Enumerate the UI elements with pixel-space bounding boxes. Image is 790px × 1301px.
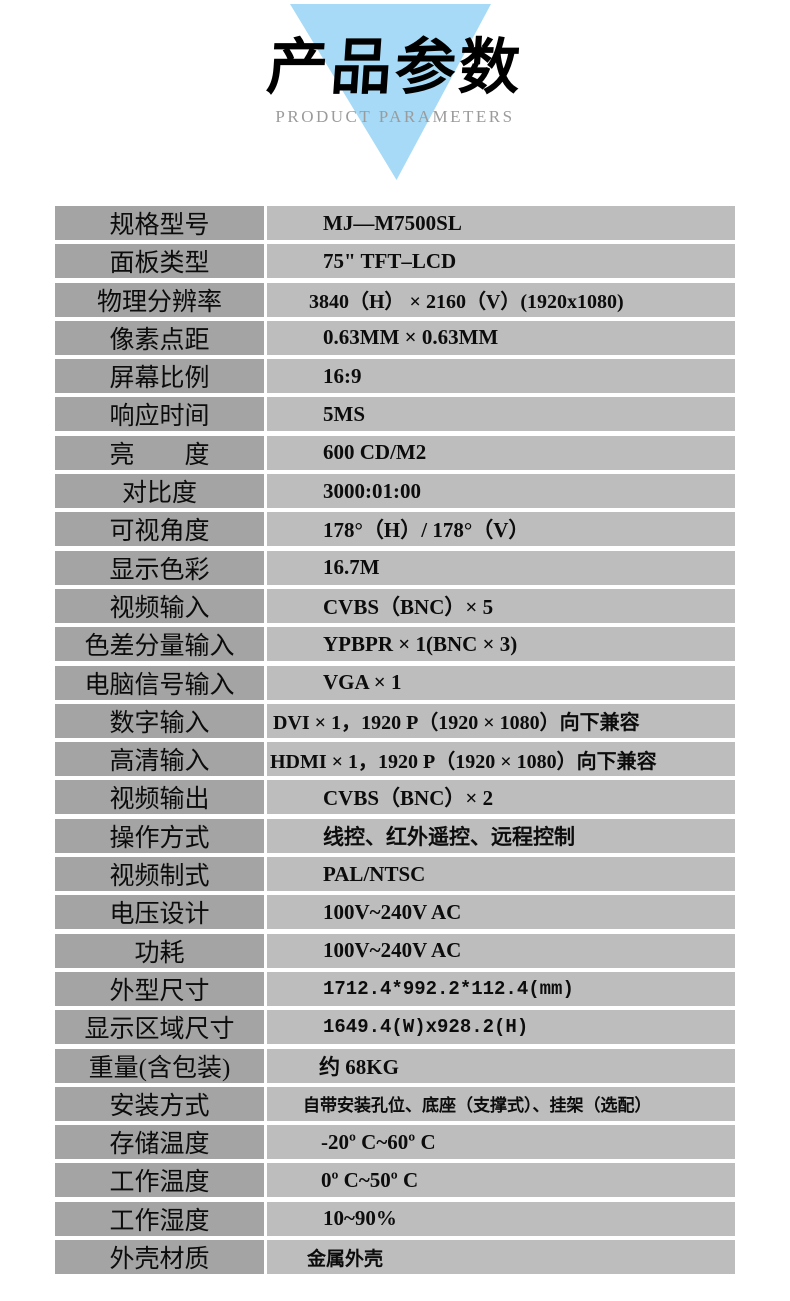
spec-value: 16.7M [267, 550, 735, 585]
table-row: 存储温度 -20º C~60º C [55, 1125, 735, 1160]
table-row: 可视角度 178°（H）/ 178°（V） [55, 512, 735, 547]
spec-label: 操作方式 [55, 818, 264, 853]
table-row: 视频制式 PAL/NTSC [55, 857, 735, 892]
spec-value: 约 68KG [267, 1048, 735, 1083]
table-row: 屏幕比例 16:9 [55, 359, 735, 394]
table-row: 工作湿度 10~90% [55, 1201, 735, 1236]
spec-label: 色差分量输入 [55, 627, 264, 662]
spec-value: 0º C~50º C [267, 1163, 735, 1198]
spec-label: 工作湿度 [55, 1201, 264, 1236]
table-row: 对比度 3000:01:00 [55, 474, 735, 509]
spec-value: 16:9 [267, 359, 735, 394]
table-row: 物理分辨率 3840（H） × 2160（V）(1920x1080) [55, 282, 735, 317]
spec-label: 显示色彩 [55, 550, 264, 585]
spec-label: 安装方式 [55, 1086, 264, 1121]
spec-value: 0.63MM × 0.63MM [267, 320, 735, 355]
spec-value: 600 CD/M2 [267, 435, 735, 470]
spec-label: 可视角度 [55, 512, 264, 547]
spec-label: 外型尺寸 [55, 971, 264, 1006]
spec-label: 高清输入 [55, 742, 264, 777]
table-row: 规格型号 MJ—M7500SL [55, 206, 735, 240]
table-row: 亮 度 600 CD/M2 [55, 435, 735, 470]
page-subtitle: PRODUCT PARAMETERS [275, 107, 515, 126]
spec-label: 外壳材质 [55, 1240, 264, 1275]
table-row: 数字输入 DVI × 1，1920 P（1920 × 1080）向下兼容 [55, 703, 735, 738]
page-title: 产品参数 [264, 33, 526, 101]
spec-value: 1712.4*992.2*112.4(mm) [267, 971, 735, 1006]
spec-label: 视频输出 [55, 780, 264, 815]
spec-label: 面板类型 [55, 244, 264, 279]
table-row: 像素点距 0.63MM × 0.63MM [55, 320, 735, 355]
spec-value: HDMI × 1，1920 P（1920 × 1080）向下兼容 [267, 742, 735, 777]
table-row: 操作方式 线控、红外遥控、远程控制 [55, 818, 735, 853]
table-row: 面板类型 75" TFT–LCD [55, 244, 735, 279]
spec-label: 工作温度 [55, 1163, 264, 1198]
spec-label: 显示区域尺寸 [55, 1010, 264, 1045]
spec-label: 对比度 [55, 474, 264, 509]
spec-label: 亮 度 [55, 435, 264, 470]
spec-label: 电压设计 [55, 895, 264, 930]
spec-label: 重量(含包装) [55, 1048, 264, 1083]
spec-value: 10~90% [267, 1201, 735, 1236]
spec-label: 屏幕比例 [55, 359, 264, 394]
spec-label: 像素点距 [55, 320, 264, 355]
spec-value: MJ—M7500SL [267, 206, 735, 240]
spec-table: 规格型号 MJ—M7500SL 面板类型 75" TFT–LCD 物理分辨率 3… [55, 206, 735, 1278]
spec-label: 规格型号 [55, 206, 264, 240]
table-row: 安装方式 自带安装孔位、底座（支撑式）、挂架（选配） [55, 1086, 735, 1121]
spec-label: 功耗 [55, 933, 264, 968]
table-row: 响应时间 5MS [55, 397, 735, 432]
spec-value: 100V~240V AC [267, 895, 735, 930]
spec-value: 75" TFT–LCD [267, 244, 735, 279]
table-row: 重量(含包装) 约 68KG [55, 1048, 735, 1083]
table-row: 视频输出 CVBS（BNC）× 2 [55, 780, 735, 815]
spec-label: 物理分辨率 [55, 282, 264, 317]
spec-value: YPBPR × 1(BNC × 3) [267, 627, 735, 662]
table-row: 功耗 100V~240V AC [55, 933, 735, 968]
spec-value: -20º C~60º C [267, 1125, 735, 1160]
spec-value: 线控、红外遥控、远程控制 [267, 818, 735, 853]
spec-value: 3000:01:00 [267, 474, 735, 509]
spec-value: CVBS（BNC）× 2 [267, 780, 735, 815]
spec-value: 5MS [267, 397, 735, 432]
table-row: 显示色彩 16.7M [55, 550, 735, 585]
spec-value: 自带安装孔位、底座（支撑式）、挂架（选配） [267, 1086, 735, 1121]
table-row: 电脑信号输入 VGA × 1 [55, 665, 735, 700]
spec-value: VGA × 1 [267, 665, 735, 700]
spec-value: 178°（H）/ 178°（V） [267, 512, 735, 547]
table-row: 工作温度 0º C~50º C [55, 1163, 735, 1198]
spec-label: 视频制式 [55, 857, 264, 892]
spec-value: 3840（H） × 2160（V）(1920x1080) [267, 282, 735, 317]
table-row: 高清输入 HDMI × 1，1920 P（1920 × 1080）向下兼容 [55, 742, 735, 777]
spec-label: 电脑信号输入 [55, 665, 264, 700]
spec-value: 金属外壳 [267, 1240, 735, 1275]
spec-value: PAL/NTSC [267, 857, 735, 892]
table-row: 色差分量输入 YPBPR × 1(BNC × 3) [55, 627, 735, 662]
spec-label: 视频输入 [55, 588, 264, 623]
table-row: 显示区域尺寸 1649.4(W)x928.2(H) [55, 1010, 735, 1045]
spec-value: 1649.4(W)x928.2(H) [267, 1010, 735, 1045]
table-row: 视频输入 CVBS（BNC）× 5 [55, 588, 735, 623]
spec-value: 100V~240V AC [267, 933, 735, 968]
spec-value: CVBS（BNC）× 5 [267, 588, 735, 623]
spec-label: 数字输入 [55, 703, 264, 738]
table-row: 电压设计 100V~240V AC [55, 895, 735, 930]
page-header: 产品参数 PRODUCT PARAMETERS [0, 0, 790, 200]
spec-label: 存储温度 [55, 1125, 264, 1160]
table-row: 外型尺寸 1712.4*992.2*112.4(mm) [55, 971, 735, 1006]
spec-label: 响应时间 [55, 397, 264, 432]
table-row: 外壳材质 金属外壳 [55, 1240, 735, 1275]
spec-value: DVI × 1，1920 P（1920 × 1080）向下兼容 [267, 703, 735, 738]
